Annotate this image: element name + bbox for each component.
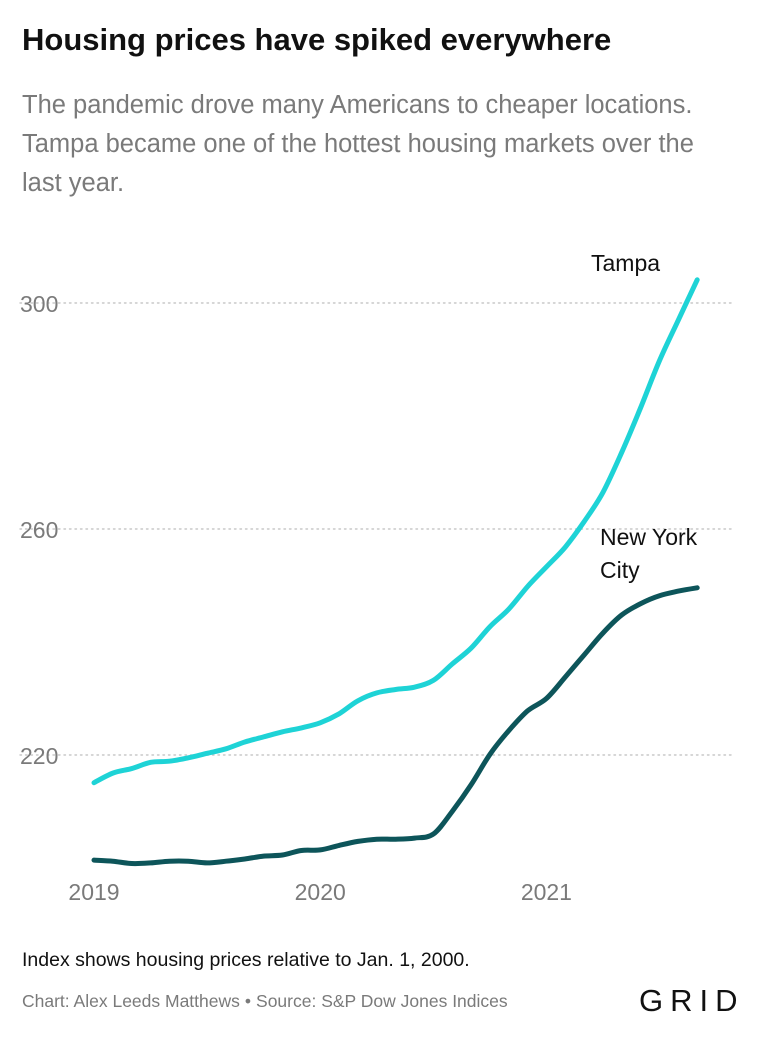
chart-title: Housing prices have spiked everywhere bbox=[22, 22, 612, 57]
x-tick-label: 2019 bbox=[68, 879, 119, 905]
author-credit: Chart: Alex Leeds Matthews bbox=[22, 991, 240, 1011]
grid-logo: GRID bbox=[639, 983, 745, 1018]
y-tick-label: 260 bbox=[20, 517, 58, 543]
x-tick-label: 2020 bbox=[295, 879, 346, 905]
grid-lines bbox=[19, 302, 736, 756]
y-tick-label: 300 bbox=[20, 291, 58, 317]
source-credit: Source: S&P Dow Jones Indices bbox=[256, 991, 508, 1011]
new-york-city-line bbox=[91, 585, 700, 867]
series-label-new-york-city: New York City bbox=[600, 524, 698, 583]
series-labels: Tampa New York City bbox=[591, 250, 698, 583]
chart-subtitle: The pandemic drove many Americans to che… bbox=[22, 91, 694, 197]
credit-separator: • bbox=[244, 991, 252, 1011]
chart-credit: Chart: Alex Leeds Matthews • Source: S&P D… bbox=[22, 991, 508, 1012]
x-axis-ticks: 2019 2020 2021 bbox=[68, 879, 572, 905]
y-axis-ticks: 220 260 300 bbox=[20, 291, 58, 769]
y-tick-label: 220 bbox=[20, 743, 58, 769]
chart-footnote: Index shows housing prices relative to J… bbox=[22, 949, 470, 971]
tampa-line bbox=[91, 277, 700, 786]
series-lines bbox=[91, 277, 700, 867]
x-tick-label: 2021 bbox=[521, 879, 572, 905]
series-label-tampa: Tampa bbox=[591, 250, 660, 276]
